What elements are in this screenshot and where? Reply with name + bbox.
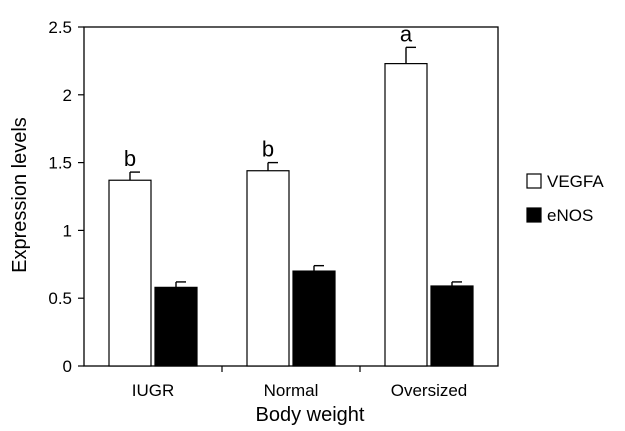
significance-label: b xyxy=(124,146,136,171)
x-tick-label: Normal xyxy=(264,381,319,400)
bar-vegfa xyxy=(108,179,152,367)
legend-swatch-enos xyxy=(526,207,542,223)
x-axis-title: Body weight xyxy=(256,404,365,426)
bar-vegfa xyxy=(384,63,428,367)
y-tick-label: 2.5 xyxy=(48,18,72,37)
plot-frame xyxy=(83,26,499,367)
legend-label-vegfa: VEGFA xyxy=(547,172,604,191)
y-tick-label: 1.5 xyxy=(48,154,72,173)
y-tick-label: 2 xyxy=(63,86,72,105)
x-tick-label: IUGR xyxy=(132,381,175,400)
bar-vegfa xyxy=(246,170,290,367)
y-tick-label: 1 xyxy=(63,221,72,240)
bar-enos xyxy=(154,286,198,367)
y-axis-title: Expression levels xyxy=(9,117,31,273)
significance-label: a xyxy=(400,21,413,46)
x-tick-label: Oversized xyxy=(391,381,468,400)
y-tick-label: 0 xyxy=(63,357,72,376)
legend-label-enos: eNOS xyxy=(547,206,593,225)
legend-swatch-vegfa xyxy=(526,173,542,189)
significance-label: b xyxy=(262,137,274,162)
y-tick-label: 0.5 xyxy=(48,289,72,308)
bar-enos xyxy=(430,285,474,367)
bar-enos xyxy=(292,270,336,367)
